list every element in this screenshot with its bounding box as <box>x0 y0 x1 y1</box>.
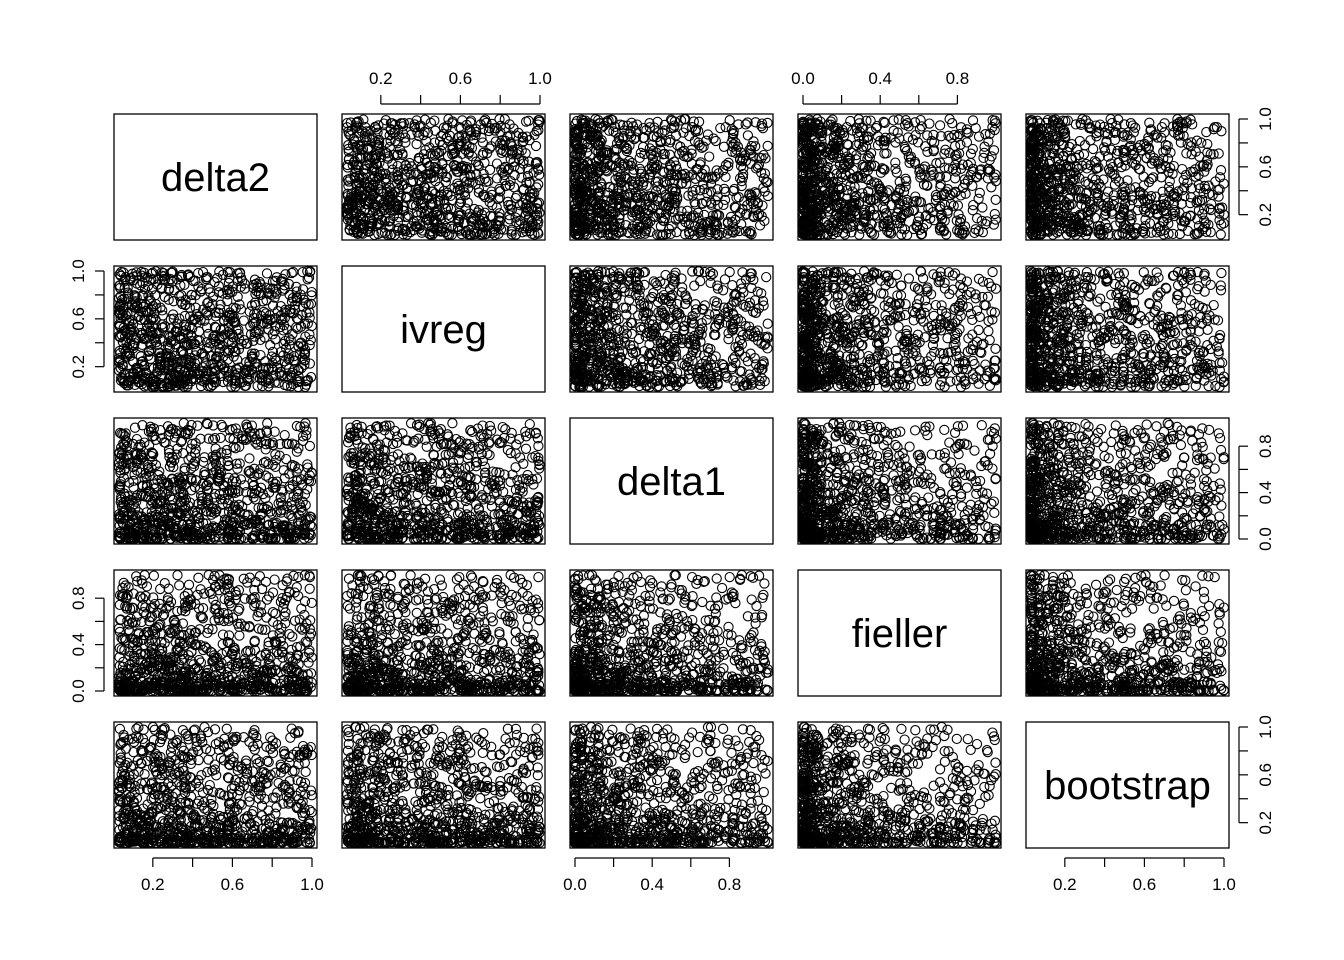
data-point <box>921 142 930 151</box>
data-point <box>991 215 1000 224</box>
data-point <box>974 132 983 141</box>
data-point <box>978 203 987 212</box>
data-point <box>990 173 999 182</box>
data-point <box>719 286 728 295</box>
data-point <box>880 149 889 158</box>
data-point <box>1203 140 1212 149</box>
data-point <box>380 130 389 139</box>
data-point <box>743 131 752 140</box>
data-point <box>936 121 945 130</box>
data-point <box>1089 144 1098 153</box>
data-point <box>991 195 1000 204</box>
points <box>114 267 316 392</box>
data-point <box>673 368 682 377</box>
data-point <box>968 116 977 125</box>
points <box>570 267 772 392</box>
data-point <box>412 140 421 149</box>
panel-ivreg-vs-ivreg: ivreg <box>342 266 545 392</box>
data-point <box>974 194 983 203</box>
data-point <box>987 183 996 192</box>
data-point <box>721 123 730 132</box>
data-point <box>763 141 772 150</box>
data-point <box>262 269 271 278</box>
data-point <box>983 174 992 183</box>
data-point <box>695 117 704 126</box>
data-point <box>480 208 489 217</box>
data-point <box>957 123 966 132</box>
data-point <box>882 149 891 158</box>
data-point <box>711 136 720 145</box>
points <box>798 115 1000 240</box>
data-point <box>170 286 179 295</box>
variable-label-ivreg: ivreg <box>400 308 487 352</box>
panel-delta2-vs-delta1 <box>570 114 773 240</box>
panel-delta2-vs-bootstrap <box>1026 114 1229 240</box>
data-point <box>966 170 975 179</box>
data-point <box>762 273 771 282</box>
data-point <box>725 116 734 125</box>
data-point <box>891 158 900 167</box>
data-point <box>916 116 925 125</box>
points <box>343 115 545 240</box>
data-point <box>731 148 740 157</box>
data-point <box>897 230 906 239</box>
data-point <box>712 166 721 175</box>
points <box>570 115 772 240</box>
data-point <box>628 305 637 314</box>
panel-delta2-vs-delta2: delta2 <box>114 114 317 240</box>
variable-label-delta2: delta2 <box>161 156 270 200</box>
data-point <box>989 146 998 155</box>
data-point <box>923 147 932 156</box>
panel-delta2-vs-fieller <box>798 114 1001 240</box>
data-point <box>534 180 543 189</box>
panel-ivreg-vs-delta2 <box>114 266 317 392</box>
data-point <box>705 152 714 161</box>
data-point <box>500 115 509 124</box>
data-point <box>1216 230 1225 239</box>
data-point <box>889 116 898 125</box>
panel-ivreg-vs-delta1 <box>570 266 773 392</box>
points <box>1026 115 1228 240</box>
panel-delta2-vs-ivreg <box>342 114 545 240</box>
data-point <box>975 188 984 197</box>
data-point <box>917 122 926 131</box>
